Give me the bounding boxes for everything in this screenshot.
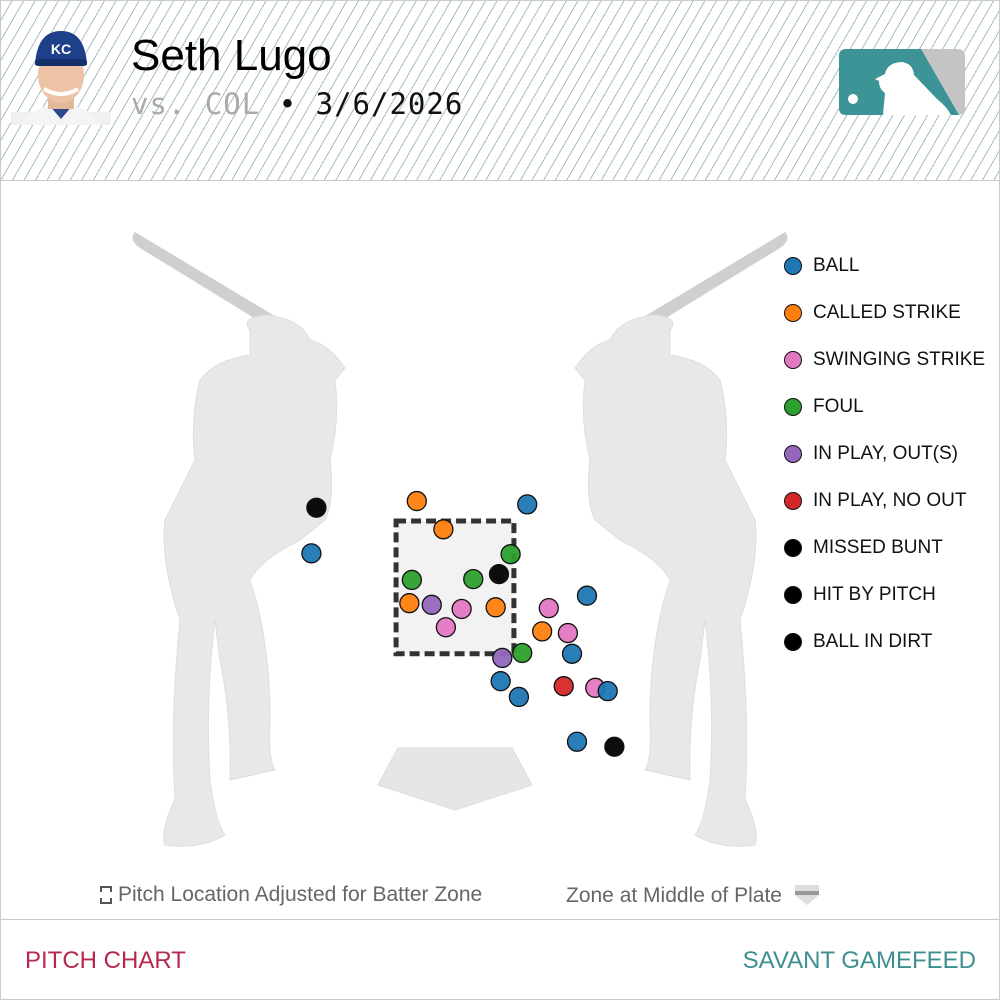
- adjusted-note: Pitch Location Adjusted for Batter Zone: [100, 883, 482, 907]
- legend-item: CALLED STRIKE: [784, 302, 985, 349]
- adjusted-note-label: Pitch Location Adjusted for Batter Zone: [118, 883, 483, 906]
- pitch-point[interactable]: [421, 594, 442, 615]
- pitch-point[interactable]: [576, 585, 598, 606]
- pitch-point[interactable]: [500, 544, 521, 565]
- opponent: vs. COL: [131, 87, 261, 121]
- pitch-point[interactable]: [451, 598, 472, 620]
- legend-item: BALL IN DIRT: [784, 631, 985, 678]
- pitch-point[interactable]: [435, 617, 457, 638]
- legend-dot: [784, 351, 802, 369]
- pitch-point[interactable]: [604, 736, 625, 757]
- legend-item: FOUL: [784, 396, 985, 443]
- legend-item: HIT BY PITCH: [784, 584, 985, 631]
- pitch-point[interactable]: [488, 563, 510, 585]
- legend-item: IN PLAY, NO OUT: [784, 490, 985, 537]
- pitch-point[interactable]: [306, 497, 327, 518]
- legend-label: CALLED STRIKE: [813, 302, 961, 323]
- mlb-logo: [839, 49, 965, 120]
- pitch-point[interactable]: [433, 519, 454, 540]
- pitch-point[interactable]: [561, 643, 583, 664]
- dashed-zone-icon: [100, 886, 112, 904]
- legend: BALL CALLED STRIKE SWINGING STRIKE FOUL IN P…: [784, 255, 985, 678]
- middle-plate-label: Zone at Middle of Plate: [566, 884, 782, 907]
- legend-item: MISSED BUNT: [784, 537, 985, 584]
- home-plate: [377, 747, 533, 811]
- pitch-point[interactable]: [512, 642, 533, 664]
- legend-dot: [784, 633, 802, 651]
- savant-gamefeed-link[interactable]: SAVANT GAMEFEED: [742, 947, 976, 974]
- pitch-point[interactable]: [538, 598, 559, 619]
- separator: •: [278, 87, 298, 121]
- pitch-point[interactable]: [508, 686, 530, 708]
- pitch-point[interactable]: [463, 568, 484, 590]
- pitch-point[interactable]: [557, 622, 579, 644]
- legend-label: HIT BY PITCH: [813, 584, 936, 605]
- game-date: 3/6/2026: [315, 87, 464, 121]
- legend-dot: [784, 539, 802, 557]
- middle-plate-note: Zone at Middle of Plate: [566, 883, 822, 909]
- left-batter-silhouette: [132, 232, 346, 847]
- pitch-point[interactable]: [597, 681, 618, 702]
- pitch-point[interactable]: [492, 647, 513, 669]
- pitch-point[interactable]: [401, 569, 422, 591]
- header: KC Seth Lugo vs. COL • 3/6/2026: [1, 1, 999, 181]
- legend-label: IN PLAY, OUT(S): [813, 443, 958, 464]
- cap-logo: KC: [51, 41, 71, 57]
- legend-item: SWINGING STRIKE: [784, 349, 985, 396]
- legend-dot: [784, 257, 802, 275]
- pitch-point[interactable]: [399, 593, 420, 614]
- pitch-point[interactable]: [517, 494, 538, 515]
- pitch-chart-link[interactable]: PITCH CHART: [25, 947, 186, 974]
- legend-item: BALL: [784, 255, 985, 302]
- legend-label: BALL IN DIRT: [813, 631, 933, 652]
- pitch-point[interactable]: [490, 671, 511, 692]
- player-headshot: KC: [11, 27, 111, 125]
- legend-dot: [784, 492, 802, 510]
- legend-dot: [784, 445, 802, 463]
- legend-label: FOUL: [813, 396, 864, 417]
- legend-dot: [784, 304, 802, 322]
- right-batter-silhouette: [574, 232, 788, 847]
- legend-label: IN PLAY, NO OUT: [813, 490, 967, 511]
- player-name: Seth Lugo: [131, 31, 332, 80]
- legend-dot: [784, 398, 802, 416]
- plate-icon: [794, 885, 819, 905]
- legend-item: IN PLAY, OUT(S): [784, 443, 985, 490]
- pitch-chart: [132, 232, 788, 847]
- legend-label: SWINGING STRIKE: [813, 349, 986, 370]
- pitch-point[interactable]: [553, 676, 574, 697]
- pitch-point[interactable]: [566, 731, 588, 752]
- legend-label: BALL: [813, 255, 860, 276]
- pitch-point[interactable]: [301, 543, 322, 564]
- pitch-point[interactable]: [532, 621, 553, 642]
- legend-dot: [784, 586, 802, 604]
- game-info: vs. COL • 3/6/2026: [131, 87, 463, 121]
- legend-label: MISSED BUNT: [813, 537, 943, 558]
- footer-divider: [1, 919, 999, 920]
- pitch-point[interactable]: [406, 490, 427, 512]
- pitch-point[interactable]: [485, 597, 506, 618]
